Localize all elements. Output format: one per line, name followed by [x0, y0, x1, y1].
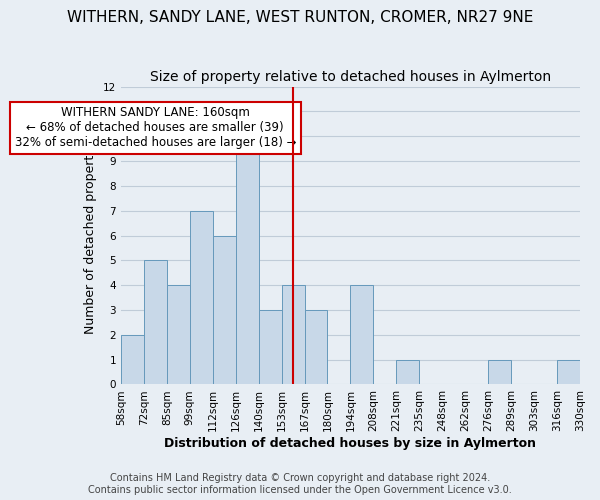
Bar	[144, 260, 167, 384]
Bar	[488, 360, 511, 384]
Bar	[236, 136, 259, 384]
X-axis label: Distribution of detached houses by size in Aylmerton: Distribution of detached houses by size …	[164, 437, 536, 450]
Bar	[121, 335, 144, 384]
Bar	[557, 360, 580, 384]
Bar	[190, 210, 212, 384]
Bar	[167, 285, 190, 384]
Text: WITHERN, SANDY LANE, WEST RUNTON, CROMER, NR27 9NE: WITHERN, SANDY LANE, WEST RUNTON, CROMER…	[67, 10, 533, 25]
Title: Size of property relative to detached houses in Aylmerton: Size of property relative to detached ho…	[150, 70, 551, 84]
Text: Contains HM Land Registry data © Crown copyright and database right 2024.
Contai: Contains HM Land Registry data © Crown c…	[88, 474, 512, 495]
Bar	[281, 285, 305, 384]
Bar	[350, 285, 373, 384]
Text: WITHERN SANDY LANE: 160sqm
← 68% of detached houses are smaller (39)
32% of semi: WITHERN SANDY LANE: 160sqm ← 68% of deta…	[14, 106, 296, 150]
Bar	[397, 360, 419, 384]
Bar	[212, 236, 236, 384]
Y-axis label: Number of detached properties: Number of detached properties	[84, 137, 97, 334]
Bar	[259, 310, 281, 384]
Bar	[305, 310, 328, 384]
